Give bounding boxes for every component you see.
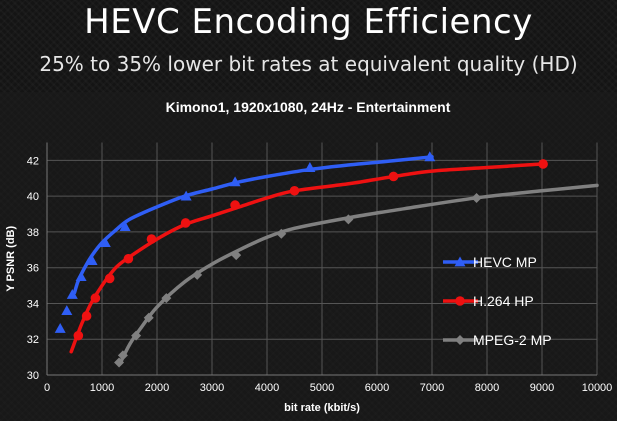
data-point-hevc-mp [180, 190, 192, 201]
data-point-h-264-hp [146, 234, 157, 244]
legend-label-hevc-mp: HEVC MP [473, 254, 537, 270]
y-axis-label: Y PSNR (dB) [5, 226, 17, 292]
data-point-mpeg-2-mp [143, 312, 154, 323]
data-point-mpeg-2-mp [471, 192, 482, 203]
x-tick-label: 1000 [90, 382, 114, 394]
data-point-h-264-hp [289, 185, 300, 196]
data-point-mpeg-2-mp [276, 228, 287, 239]
y-tick-label: 34 [27, 298, 39, 310]
x-tick-label: 5000 [310, 382, 334, 394]
chart-title: Kimono1, 1920x1080, 24Hz - Entertainment [166, 99, 451, 115]
data-point-hevc-mp [304, 162, 316, 172]
x-axis-label: bit rate (kbit/s) [284, 402, 360, 414]
data-point-hevc-mp [54, 323, 66, 333]
data-point-mpeg-2-mp [114, 357, 125, 368]
y-tick-label: 38 [27, 227, 39, 239]
series-line-hevc-mp [72, 155, 434, 295]
data-point-hevc-mp [86, 255, 98, 265]
data-point-mpeg-2-mp [192, 269, 203, 280]
slide-title: HEVC Encoding Efficiency [84, 2, 533, 42]
data-point-hevc-mp [61, 305, 73, 316]
data-point-mpeg-2-mp [131, 330, 142, 341]
series-line-mpeg-2-mp [117, 183, 599, 367]
data-point-mpeg-2-mp [117, 350, 128, 361]
legend-marker-h-264-hp [455, 296, 465, 306]
x-tick-label: 7000 [420, 382, 444, 394]
data-point-hevc-mp [99, 237, 111, 248]
data-point-mpeg-2-mp [343, 214, 354, 225]
legend-marker-hevc-mp [454, 256, 466, 267]
x-tick-label: 9000 [530, 382, 554, 394]
slide-subtitle: 25% to 35% lower bit rates at equivalent… [39, 52, 578, 76]
data-point-h-264-hp [230, 200, 240, 210]
legend-label-mpeg-2-mp: MPEG-2 MP [473, 332, 552, 348]
x-tick-label: 4000 [255, 382, 279, 394]
data-point-hevc-mp [229, 176, 241, 187]
y-tick-label: 30 [27, 370, 39, 382]
chart-band [0, 92, 617, 421]
y-tick-label: 36 [27, 263, 39, 275]
y-tick-label: 32 [27, 334, 39, 346]
legend-label-h-264-hp: H.264 HP [473, 293, 534, 309]
data-point-hevc-mp [119, 221, 131, 231]
x-tick-label: 8000 [475, 382, 499, 394]
data-point-h-264-hp [388, 171, 399, 182]
x-tick-label: 10000 [582, 382, 613, 394]
data-point-h-264-hp [538, 159, 548, 169]
data-point-h-264-hp [73, 330, 84, 341]
data-point-h-264-hp [90, 293, 101, 303]
x-tick-label: 2000 [145, 382, 169, 394]
data-point-mpeg-2-mp [161, 293, 172, 304]
data-point-h-264-hp [104, 273, 115, 284]
data-point-hevc-mp [424, 151, 436, 162]
data-point-mpeg-2-mp [231, 250, 242, 261]
data-point-hevc-mp [75, 271, 87, 282]
data-point-h-264-hp [180, 218, 191, 228]
data-point-h-264-hp [123, 253, 134, 264]
legend-marker-mpeg-2-mp [455, 335, 465, 345]
y-tick-label: 42 [27, 155, 39, 167]
x-tick-label: 0 [44, 382, 50, 394]
x-tick-label: 3000 [200, 382, 224, 394]
data-point-h-264-hp [81, 311, 92, 321]
data-point-hevc-mp [66, 289, 78, 299]
x-tick-label: 6000 [365, 382, 389, 394]
y-tick-label: 40 [27, 191, 39, 203]
